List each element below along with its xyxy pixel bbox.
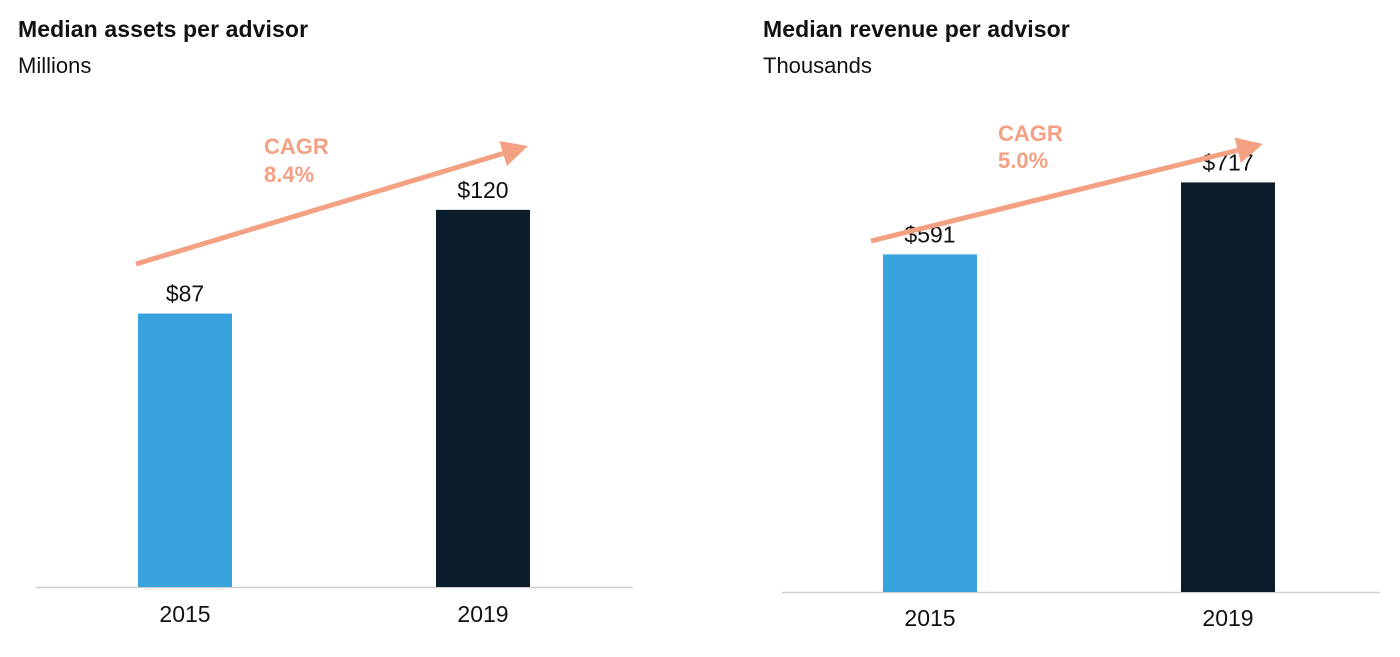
bar-2019: [436, 209, 530, 587]
cagr-arrow-head-icon: [1234, 137, 1263, 163]
x-tick-label: 2019: [1202, 605, 1253, 631]
cagr-arrow-line: [135, 151, 504, 267]
data-label: $87: [166, 281, 204, 307]
x-tick-label: 2015: [159, 601, 210, 627]
chart-title: Median revenue per advisor: [763, 16, 1070, 42]
revenue-chart-panel: Median revenue per advisor Thousands $59…: [740, 0, 1400, 657]
cagr-label: CAGR: [264, 134, 329, 159]
bar-2015: [138, 313, 232, 587]
cagr-arrow-line: [870, 147, 1239, 244]
chart-subtitle: Millions: [18, 53, 92, 78]
assets-chart-panel: Median assets per advisor Millions $87 20…: [0, 0, 660, 657]
x-tick-label: 2015: [904, 605, 955, 631]
cagr-arrow-head-icon: [499, 141, 528, 166]
x-tick-label: 2019: [457, 601, 508, 627]
cagr-label: CAGR: [998, 121, 1063, 146]
cagr-value: 8.4%: [264, 162, 314, 187]
assets-bar-chart: $87 2015 $120 2019 CAGR 8.4%: [36, 134, 633, 627]
bar-2019: [1181, 182, 1275, 592]
chart-title: Median assets per advisor: [18, 16, 309, 42]
cagr-value: 5.0%: [998, 148, 1048, 173]
chart-subtitle: Thousands: [763, 53, 872, 78]
data-label: $120: [457, 177, 508, 203]
bar-2015: [883, 254, 977, 593]
